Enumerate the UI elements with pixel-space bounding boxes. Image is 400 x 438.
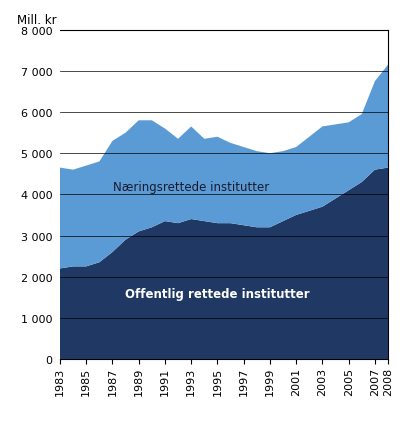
Text: Næringsrettede institutter: Næringsrettede institutter xyxy=(113,180,269,193)
Text: Offentlig rettede institutter: Offentlig rettede institutter xyxy=(125,287,310,300)
Text: Mill. kr: Mill. kr xyxy=(17,14,57,27)
